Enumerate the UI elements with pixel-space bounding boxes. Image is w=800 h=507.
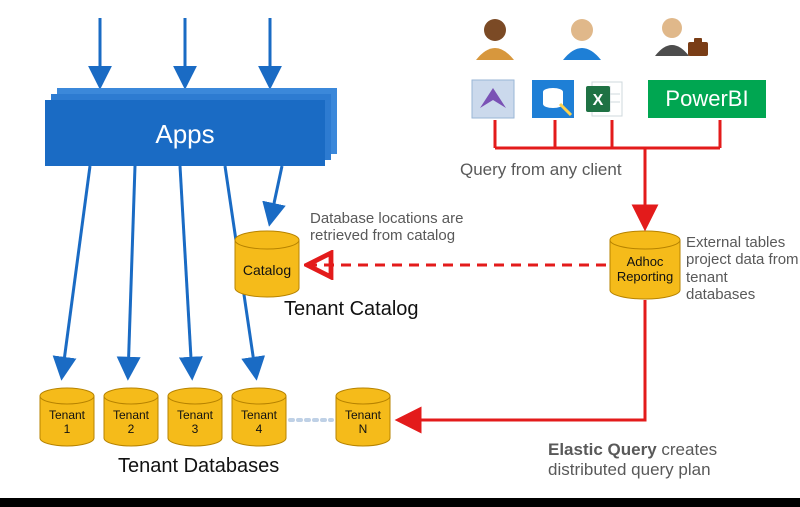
catalog-note: Database locations are retrieved from ca…	[310, 210, 463, 245]
user-icon-2	[563, 19, 601, 60]
query-from-label: Query from any client	[460, 160, 622, 180]
svg-text:4: 4	[256, 422, 263, 436]
adhoc-db-label1: Adhoc	[627, 254, 664, 269]
svg-text:1: 1	[64, 422, 71, 436]
svg-text:2: 2	[128, 422, 135, 436]
vs-tile-icon	[472, 80, 514, 118]
adhoc-db: Adhoc Reporting	[610, 231, 680, 299]
svg-text:Tenant: Tenant	[241, 408, 278, 422]
briefcase-icon	[688, 42, 708, 56]
tenant-db-4: Tenant 4	[232, 388, 286, 446]
external-tables-note: External tables project data from tenant…	[686, 234, 800, 303]
incoming-arrows	[100, 18, 270, 85]
diagram-canvas: Apps Catalog Adhoc Reporting Tenant 1	[0, 0, 800, 507]
tenant-db-3: Tenant 3	[168, 388, 222, 446]
catalog-db-label: Catalog	[243, 262, 291, 278]
tenant-db-1: Tenant 1	[40, 388, 94, 446]
databases: Catalog Adhoc Reporting Tenant 1 Tenant …	[40, 231, 680, 446]
powerbi-tile: PowerBI	[648, 80, 766, 118]
apps-label: Apps	[155, 119, 214, 149]
user-icon-3	[655, 18, 708, 56]
adhoc-db-label2: Reporting	[617, 269, 673, 284]
elastic-query-note: Elastic Query creates distributed query …	[548, 440, 717, 479]
apps-box: Apps	[45, 88, 337, 166]
tenant-db-2: Tenant 2	[104, 388, 158, 446]
tenant-db-n: Tenant N	[336, 388, 390, 446]
user-icon-1	[476, 19, 514, 60]
tenant-databases-heading: Tenant Databases	[118, 455, 279, 478]
excel-tile-icon: X	[586, 82, 622, 116]
svg-text:X: X	[593, 92, 604, 109]
svg-text:Tenant: Tenant	[345, 408, 382, 422]
tenant-catalog-heading: Tenant Catalog	[284, 298, 419, 321]
svg-text:Tenant: Tenant	[49, 408, 86, 422]
arrow-adhoc-to-tenants	[400, 300, 645, 420]
sql-tool-tile-icon	[532, 80, 574, 118]
catalog-db: Catalog	[235, 231, 299, 297]
svg-text:Tenant: Tenant	[177, 408, 214, 422]
svg-text:N: N	[359, 422, 368, 436]
powerbi-label: PowerBI	[665, 86, 748, 111]
svg-text:Tenant: Tenant	[113, 408, 150, 422]
footer-bar	[0, 498, 800, 507]
svg-text:3: 3	[192, 422, 199, 436]
